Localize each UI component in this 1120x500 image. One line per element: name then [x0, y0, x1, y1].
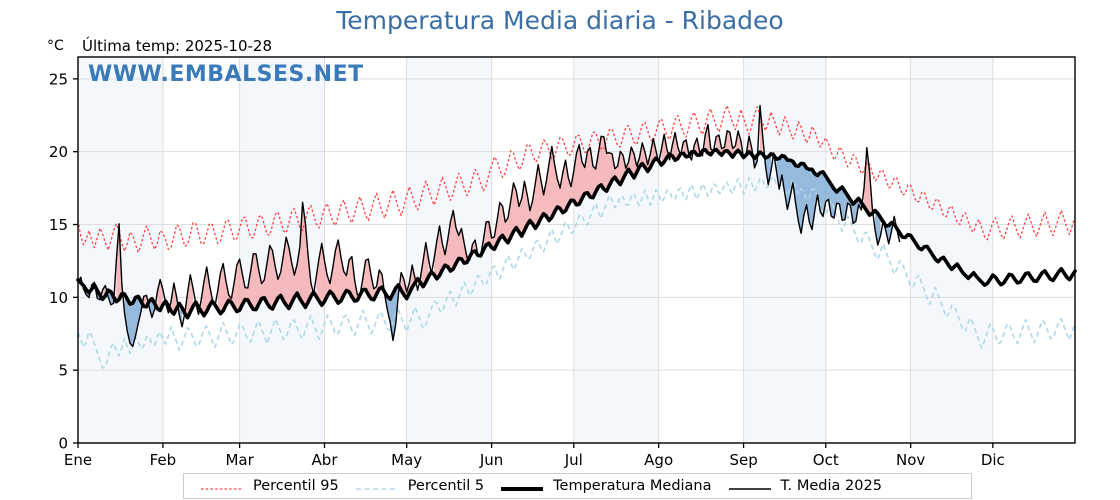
month-band	[743, 57, 826, 443]
x-tick-label: Feb	[150, 451, 177, 469]
y-tick-label: 10	[49, 289, 68, 307]
x-tick-label: May	[391, 451, 422, 469]
series-temperatura-mediana	[76, 147, 1077, 320]
x-tick-label: Mar	[225, 451, 254, 469]
y-tick-label: 0	[58, 435, 68, 453]
deviation-fill	[434, 210, 467, 279]
deviation-fill	[420, 242, 429, 287]
legend-item-1[interactable]: Percentil 5	[355, 478, 484, 494]
x-tick-label: Abr	[312, 451, 339, 469]
legend-item-2[interactable]: Temperatura Mediana	[500, 478, 712, 494]
legend-label: Temperatura Mediana	[553, 478, 712, 494]
deviation-fill	[108, 290, 114, 305]
x-tick-label: Jul	[564, 451, 583, 469]
x-tick-label: Sep	[729, 451, 757, 469]
y-tick-label: 5	[58, 362, 68, 380]
y-tick-label: 25	[49, 70, 68, 88]
deviation-fill	[483, 136, 656, 251]
legend-swatch	[728, 480, 772, 492]
x-tick-label: Oct	[813, 451, 839, 469]
chart-legend: Percentil 95 Percentil 5 Temperatura Media…	[183, 473, 972, 499]
y-axis-unit-label: °C	[47, 38, 64, 54]
month-band	[573, 57, 659, 443]
x-tick-label: Ago	[644, 451, 673, 469]
x-tick-label: Nov	[896, 451, 925, 469]
plot-frame	[77, 56, 1076, 444]
page-title: Temperatura Media diaria - Ribadeo	[336, 6, 784, 35]
y-tick-label: 15	[49, 216, 68, 234]
legend-item-0[interactable]: Percentil 95	[200, 478, 339, 494]
legend-swatch	[500, 480, 544, 492]
month-band	[239, 57, 325, 443]
x-tick-label: Dic	[981, 451, 1005, 469]
deviation-fill	[746, 136, 752, 155]
legend-label: Percentil 5	[407, 478, 485, 494]
legend-swatch	[355, 480, 399, 492]
last-temp-label: Última temp: 2025-10-28	[82, 37, 273, 55]
deviation-fill	[716, 130, 741, 158]
legend-label: Percentil 95	[253, 478, 339, 494]
series-percentil-95	[77, 104, 1076, 253]
month-band	[910, 57, 993, 443]
legend-item-3[interactable]: T. Media 2025	[728, 478, 882, 494]
deviation-fill	[217, 202, 311, 314]
deviation-fill	[472, 239, 476, 252]
x-tick-label: Ene	[64, 451, 92, 469]
deviation-fill	[886, 222, 892, 244]
x-tick-label: Jun	[479, 451, 503, 469]
legend-swatch	[200, 480, 244, 492]
deviation-fill	[124, 294, 141, 347]
legend-label: T. Media 2025	[780, 478, 882, 494]
y-tick-label: 20	[49, 143, 68, 161]
series-percentil-5	[77, 175, 1076, 369]
